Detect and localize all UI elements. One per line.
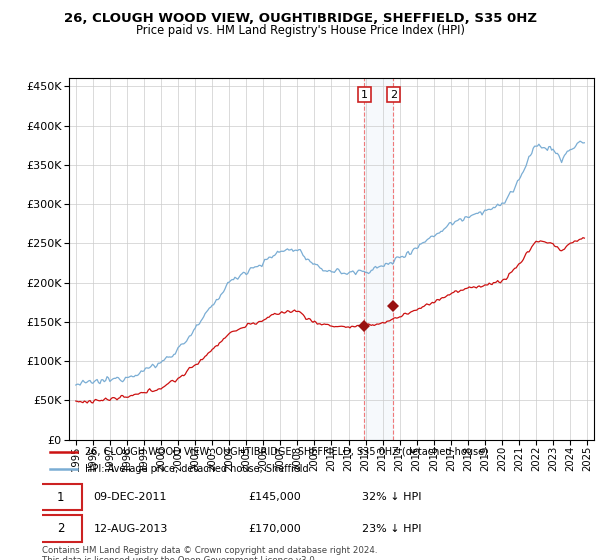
Text: £145,000: £145,000 xyxy=(248,492,301,502)
Text: 32% ↓ HPI: 32% ↓ HPI xyxy=(362,492,422,502)
FancyBboxPatch shape xyxy=(39,515,82,542)
Text: 12-AUG-2013: 12-AUG-2013 xyxy=(94,524,168,534)
Text: 2: 2 xyxy=(389,90,397,100)
Text: 26, CLOUGH WOOD VIEW, OUGHTIBRIDGE, SHEFFIELD, S35 0HZ: 26, CLOUGH WOOD VIEW, OUGHTIBRIDGE, SHEF… xyxy=(64,12,536,25)
Text: £170,000: £170,000 xyxy=(248,524,301,534)
Text: 1: 1 xyxy=(57,491,64,504)
Bar xyxy=(364,78,393,440)
Text: Contains HM Land Registry data © Crown copyright and database right 2024.
This d: Contains HM Land Registry data © Crown c… xyxy=(42,546,377,560)
FancyBboxPatch shape xyxy=(39,484,82,511)
Text: 26, CLOUGH WOOD VIEW, OUGHTIBRIDGE, SHEFFIELD, S35 0HZ (detached house): 26, CLOUGH WOOD VIEW, OUGHTIBRIDGE, SHEF… xyxy=(85,447,488,457)
Text: 2: 2 xyxy=(57,522,64,535)
Text: Price paid vs. HM Land Registry's House Price Index (HPI): Price paid vs. HM Land Registry's House … xyxy=(136,24,464,37)
Text: HPI: Average price, detached house, Sheffield: HPI: Average price, detached house, Shef… xyxy=(85,464,309,474)
Text: 09-DEC-2011: 09-DEC-2011 xyxy=(94,492,167,502)
Text: 23% ↓ HPI: 23% ↓ HPI xyxy=(362,524,422,534)
Text: 1: 1 xyxy=(361,90,368,100)
